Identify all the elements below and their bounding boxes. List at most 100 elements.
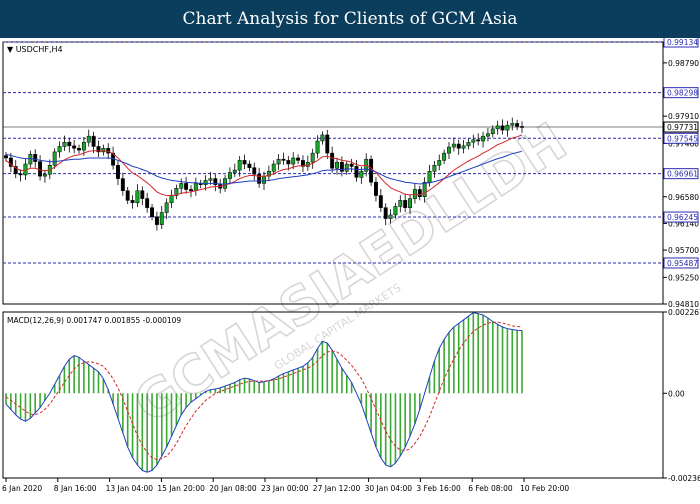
candle-body xyxy=(349,163,354,167)
candle-body xyxy=(242,160,247,165)
level-label-box xyxy=(663,257,699,269)
chart-area[interactable]: GCMASIAEDLLDH GLOBAL CAPITAL MARKETS ▼ U… xyxy=(0,36,700,500)
candle-body xyxy=(344,163,349,172)
candle-body xyxy=(325,134,330,154)
candle-body xyxy=(257,174,262,184)
candle-body xyxy=(481,135,486,142)
candle-body xyxy=(476,139,481,142)
level-label: 0.96961 xyxy=(667,170,698,179)
candle-body xyxy=(38,161,43,177)
candle-body xyxy=(247,163,252,168)
chart-svg[interactable]: GCMASIAEDLLDH GLOBAL CAPITAL MARKETS ▼ U… xyxy=(0,36,700,500)
signal_line xyxy=(5,321,522,461)
candle-body xyxy=(466,141,471,147)
candle-body xyxy=(398,200,403,207)
candle-body xyxy=(422,181,427,198)
time-tick-label: 30 Jan 04:00 xyxy=(365,484,413,493)
price-tick-label: 0.95250 xyxy=(668,273,699,282)
candle-body xyxy=(174,188,179,196)
candle-body xyxy=(130,200,135,204)
candle-body xyxy=(485,133,490,137)
level-label-box xyxy=(663,132,699,144)
macd-tick-label: -0.002363 xyxy=(668,474,700,483)
price-tick-label: 0.94810 xyxy=(668,300,699,309)
candle-body xyxy=(96,146,101,153)
macd-label: MACD(12,26,9) 0.001747 0.001855 -0.00010… xyxy=(7,316,181,325)
candle-body xyxy=(101,148,106,153)
candle-body xyxy=(116,164,120,179)
macd_line xyxy=(5,312,523,473)
candle-body xyxy=(140,190,145,199)
candle-body xyxy=(18,173,23,176)
price-tick-label: 0.98790 xyxy=(668,59,699,68)
candle-body xyxy=(520,126,524,128)
candle-body xyxy=(13,166,18,174)
candle-body xyxy=(91,135,96,147)
current-price-label: 0.97731 xyxy=(667,123,698,132)
time-tick-label: 23 Jan 00:00 xyxy=(261,484,309,493)
level-label: 0.98298 xyxy=(667,89,698,98)
candle-body xyxy=(159,212,164,225)
time-tick-label: 6 Jan 2020 xyxy=(2,484,42,493)
candle-body xyxy=(359,171,364,178)
candle-body xyxy=(193,183,198,191)
candle-body xyxy=(286,160,291,165)
candle-body xyxy=(135,190,140,204)
macd-panel[interactable]: MACD(12,26,9) 0.001747 0.001855 -0.00010… xyxy=(2,308,700,483)
level-label-box xyxy=(663,87,699,99)
macd-tick-label: 0.002267 xyxy=(668,308,700,317)
level-label: 0.96245 xyxy=(667,213,698,222)
candle-body xyxy=(154,216,159,225)
candle-body xyxy=(505,125,510,131)
candle-body xyxy=(86,135,91,143)
candle-body xyxy=(262,175,266,184)
candle-body xyxy=(451,143,456,148)
candle-body xyxy=(184,183,189,190)
watermark: GCMASIAEDLLDH GLOBAL CAPITAL MARKETS xyxy=(123,111,578,436)
candle-body xyxy=(339,161,344,172)
candle-body xyxy=(374,181,378,196)
macd-tick-label: 0.00 xyxy=(668,389,685,398)
candle-body xyxy=(4,155,8,159)
time-tick-label: 8 Jan 16:00 xyxy=(54,484,97,493)
candle-body xyxy=(456,143,461,149)
candle-body xyxy=(125,190,130,201)
candle-body xyxy=(510,123,515,126)
macd-panel-frame xyxy=(2,311,664,479)
level-label-box xyxy=(663,211,699,223)
candle-body xyxy=(179,183,184,189)
candle-body xyxy=(57,146,62,153)
time-tick-label: 6 Feb 08:00 xyxy=(468,484,513,493)
candle-body xyxy=(208,178,213,181)
candle-body xyxy=(310,152,315,163)
candle-body xyxy=(515,123,520,127)
price-tick-label: 0.96140 xyxy=(668,219,699,228)
watermark-text: GCMASIAEDLLDH xyxy=(124,112,577,435)
candle-body xyxy=(150,207,154,217)
level-label: 0.97545 xyxy=(667,134,698,143)
ma_slow-line xyxy=(5,150,523,185)
time-tick-label: 13 Jan 04:00 xyxy=(106,484,154,493)
level-label: 0.95487 xyxy=(667,259,698,268)
price-tick-label: 0.97910 xyxy=(668,112,699,121)
candle-body xyxy=(169,195,174,204)
candle-body xyxy=(62,141,67,147)
candle-body xyxy=(432,164,437,172)
candle-body xyxy=(383,207,388,219)
candle-body xyxy=(437,160,442,166)
candle-body xyxy=(417,189,422,198)
symbol-label: ▼ USDCHF,H4 xyxy=(7,45,63,54)
candle-body xyxy=(67,141,72,147)
candle-body xyxy=(42,174,47,177)
candle-body xyxy=(271,163,276,172)
candle-body xyxy=(164,202,169,213)
candle-body xyxy=(120,178,125,191)
candle-body xyxy=(203,180,208,185)
candle-body xyxy=(296,157,301,161)
candle-body xyxy=(232,169,237,173)
candle-body xyxy=(500,125,505,131)
candle-body xyxy=(52,151,57,166)
candle-body xyxy=(388,214,393,219)
candle-body xyxy=(33,154,38,162)
price-panel[interactable]: ▼ USDCHF,H4 0.99134 0.98790 0.98298 0.97910 0… xyxy=(2,36,699,309)
